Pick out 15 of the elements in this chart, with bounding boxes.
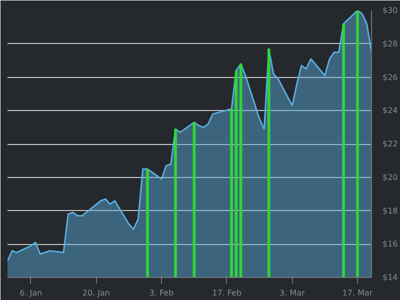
x-tick-label: 3. Mar bbox=[280, 288, 306, 298]
y-tick-label: $26 bbox=[382, 72, 398, 82]
y-tick-label: $24 bbox=[382, 106, 398, 116]
y-tick-label: $22 bbox=[382, 140, 398, 148]
x-tick-label: 3. Feb bbox=[149, 288, 174, 298]
x-tick-label: 6. Jan bbox=[20, 288, 42, 298]
x-tick-label: 17. Mar bbox=[342, 288, 374, 298]
y-tick-label: $20 bbox=[382, 172, 398, 182]
y-tick-label: $18 bbox=[382, 206, 398, 216]
y-tick-label: $30 bbox=[382, 6, 398, 15]
y-tick-label: $14 bbox=[382, 273, 398, 282]
x-tick-label: 17. Feb bbox=[212, 288, 242, 298]
x-tick-label: 20. Jan bbox=[82, 288, 110, 298]
y-tick-label: $16 bbox=[382, 240, 398, 249]
y-tick-label: $28 bbox=[382, 39, 398, 48]
